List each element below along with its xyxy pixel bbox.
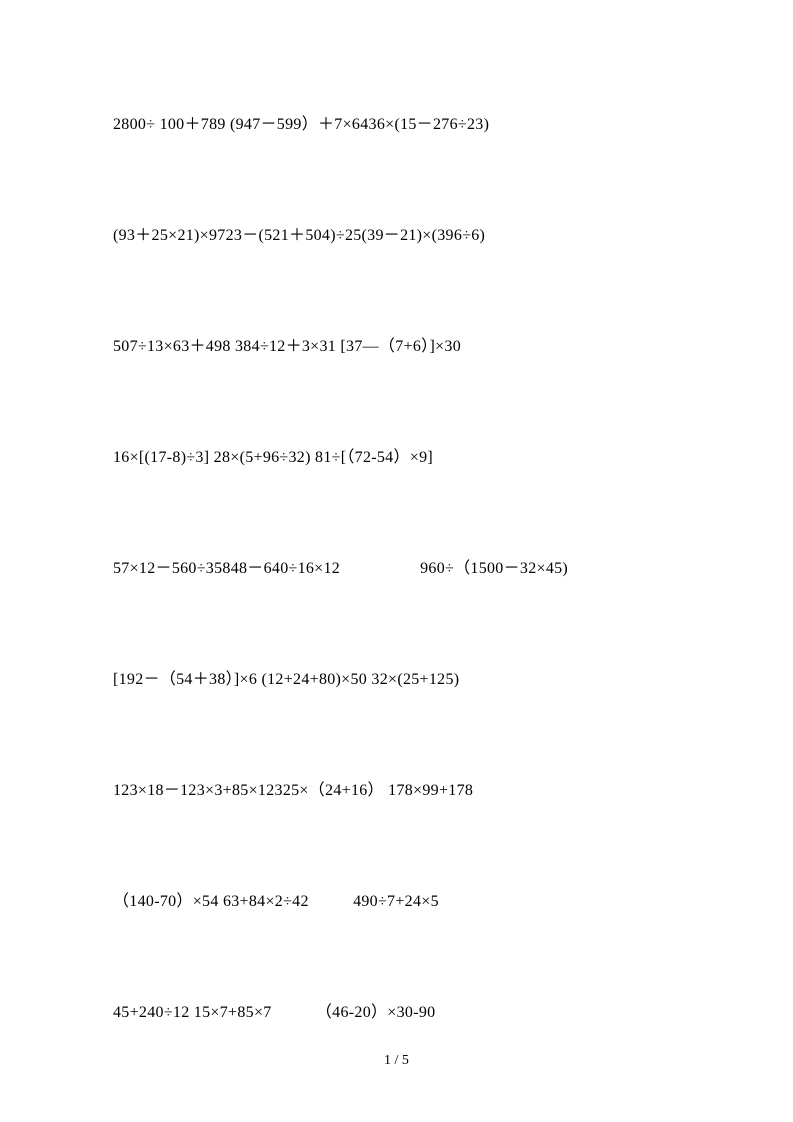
page-container: 2800÷ 100＋789 (947－599）＋7×6436×(15－276÷2… <box>0 0 793 1122</box>
page-number-text: 1 / 5 <box>384 1053 409 1068</box>
math-line-9: 45+240÷12 15×7+85×7 （46-20）×30-90 <box>113 998 680 1022</box>
math-line-3: 507÷13×63＋498 384÷12＋3×31 [37—（7+6）]×30 <box>113 332 680 356</box>
math-line-7: 123×18－123×3+85×12325×（24+16） 178×99+178 <box>113 776 680 800</box>
math-expression: 45+240÷12 15×7+85×7 <box>113 1004 272 1021</box>
math-line-8: （140-70）×54 63+84×2÷42 490÷7+24×5 <box>113 887 680 911</box>
math-expression: 2800÷ 100＋789 (947－599）＋7×6436×(15－276÷2… <box>113 116 489 133</box>
math-expression: (93＋25×21)×9723－(521＋504)÷25(39－21)×(396… <box>113 227 485 244</box>
page-number: 1 / 5 <box>0 1053 793 1069</box>
math-expression: 123×18－123×3+85×12325×（24+16） 178×99+178 <box>113 782 473 799</box>
math-expression: 16×[(17-8)÷3] 28×(5+96÷32) 81÷[（72-54）×9… <box>113 449 433 466</box>
math-expression: [192－（54＋38）]×6 (12+24+80)×50 32×(25+125… <box>113 671 459 688</box>
math-line-6: [192－（54＋38）]×6 (12+24+80)×50 32×(25+125… <box>113 665 680 689</box>
math-expression: 507÷13×63＋498 384÷12＋3×31 [37—（7+6）]×30 <box>113 338 461 355</box>
math-line-1: 2800÷ 100＋789 (947－599）＋7×6436×(15－276÷2… <box>113 110 680 134</box>
math-expression: 960÷（1500－32×45) <box>420 560 568 577</box>
math-line-5: 57×12－560÷35848－640÷16×12 960÷（1500－32×45… <box>113 554 680 578</box>
math-expression: 57×12－560÷35848－640÷16×12 <box>113 560 340 577</box>
math-expression: （46-20）×30-90 <box>312 1004 436 1021</box>
math-expression: （140-70）×54 63+84×2÷42 <box>113 893 309 910</box>
math-line-2: (93＋25×21)×9723－(521＋504)÷25(39－21)×(396… <box>113 221 680 245</box>
math-line-4: 16×[(17-8)÷3] 28×(5+96÷32) 81÷[（72-54）×9… <box>113 443 680 467</box>
math-expression: 490÷7+24×5 <box>349 893 439 910</box>
